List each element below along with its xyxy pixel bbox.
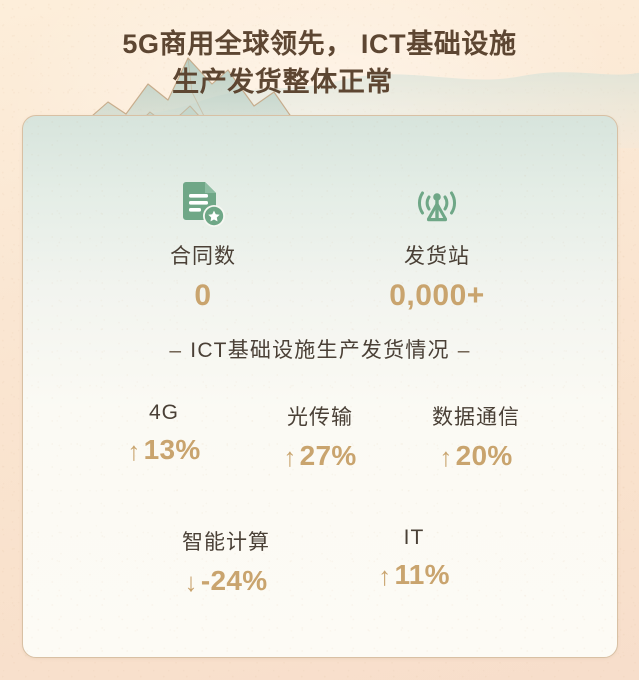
metric-change: ↓ -24% [132, 565, 320, 598]
highlight-value: 0,000+ [389, 279, 485, 312]
contract-document-icon [86, 178, 320, 230]
metric-intelligent-computing: 智能计算 ↓ -24% [132, 526, 320, 598]
highlight-value: 0 [194, 279, 212, 312]
arrow-up-icon: ↑ [127, 436, 141, 466]
title-line-2: 生产发货整体正常 [172, 67, 393, 97]
highlight-stats: 合同数 0 [23, 178, 617, 313]
stats-card: 合同数 0 [22, 115, 618, 658]
metric-optical-transmission: 光传输 ↑ 27% [242, 401, 398, 473]
metric-name: 智能计算 [182, 531, 270, 554]
page-title: 5G商用全球领先， ICT基础设施 生产发货整体正常 [0, 26, 639, 100]
metric-name: IT [403, 526, 425, 549]
highlight-contracts: 合同数 0 [86, 178, 320, 313]
metric-change: ↑ 20% [398, 440, 554, 473]
metric-change: ↑ 13% [86, 434, 242, 467]
metric-change: ↑ 11% [320, 559, 508, 592]
metric-4g: 4G ↑ 13% [86, 401, 242, 473]
highlight-label: 发货站 [404, 245, 470, 268]
section-heading-text: ICT基础设施生产发货情况 [190, 339, 450, 362]
metric-change-value: -24% [200, 565, 268, 596]
metric-change-value: 11% [394, 559, 450, 590]
arrow-up-icon: ↑ [378, 561, 392, 591]
metrics-grid: 4G ↑ 13% 光传输 ↑ 27% 数据通信 ↑ 20% 智能计算 [23, 401, 617, 598]
metric-name: 数据通信 [432, 406, 520, 429]
broadcast-tower-icon [320, 178, 554, 230]
arrow-down-icon: ↓ [184, 567, 198, 597]
arrow-up-icon: ↑ [283, 442, 297, 472]
metric-data-communication: 数据通信 ↑ 20% [398, 401, 554, 473]
highlight-label: 合同数 [170, 245, 236, 268]
dash-left: – [169, 339, 183, 362]
section-heading: – ICT基础设施生产发货情况 – [23, 334, 617, 364]
metric-change: ↑ 27% [242, 440, 398, 473]
metrics-row-2: 智能计算 ↓ -24% IT ↑ 11% [23, 526, 617, 598]
highlight-shipping-sites: 发货站 0,000+ [320, 178, 554, 313]
metric-name: 4G [148, 401, 179, 424]
metrics-row-1: 4G ↑ 13% 光传输 ↑ 27% 数据通信 ↑ 20% [23, 401, 617, 473]
metric-change-value: 27% [299, 440, 357, 471]
metric-change-value: 13% [143, 434, 201, 465]
metric-name: 光传输 [287, 406, 353, 429]
dash-right: – [457, 339, 471, 362]
arrow-up-icon: ↑ [439, 442, 453, 472]
metric-change-value: 20% [455, 440, 513, 471]
metric-it: IT ↑ 11% [320, 526, 508, 598]
title-line-1: 5G商用全球领先， ICT基础设施 [122, 29, 517, 59]
